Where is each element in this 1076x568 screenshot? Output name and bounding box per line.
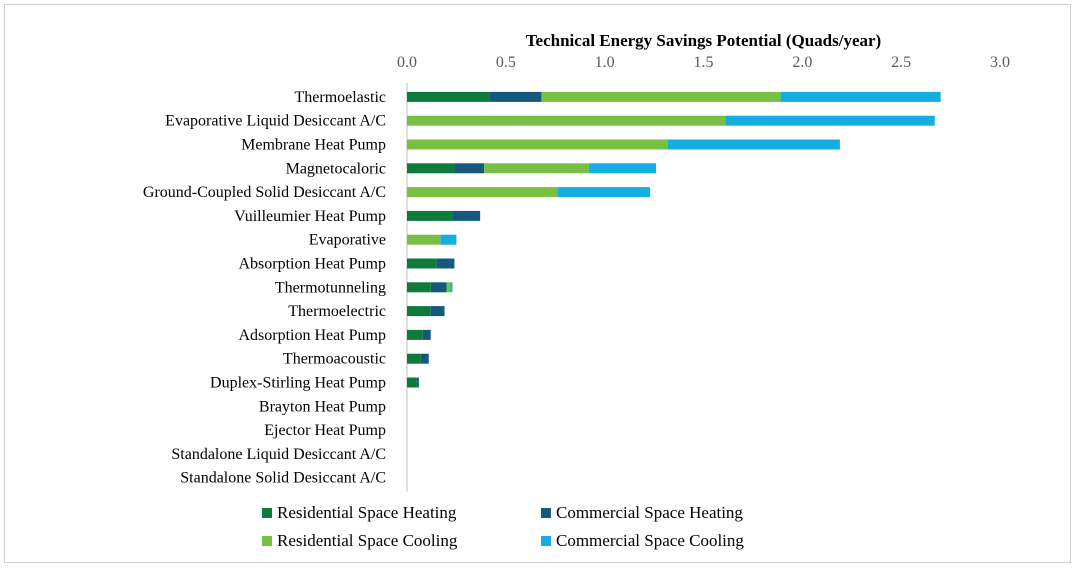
x-tick-label: 1.5 bbox=[694, 54, 714, 71]
legend-label: Commercial Space Heating bbox=[556, 503, 743, 522]
category-label: Thermoelastic bbox=[294, 89, 386, 106]
bar-segment bbox=[454, 163, 485, 174]
bar-segment bbox=[541, 91, 781, 102]
bar-segment bbox=[588, 163, 657, 174]
legend-item: Commercial Space Cooling bbox=[541, 531, 744, 550]
bar-segment bbox=[407, 329, 423, 340]
bar-segment bbox=[420, 353, 429, 364]
bar-segment bbox=[407, 258, 437, 269]
category-label: Thermoacoustic bbox=[283, 351, 386, 368]
bar-segment bbox=[490, 91, 542, 102]
bar-segment bbox=[446, 282, 451, 293]
bar-segment bbox=[452, 210, 481, 221]
bar-segment bbox=[484, 163, 589, 174]
category-label: Brayton Heat Pump bbox=[259, 398, 386, 415]
bar-segment bbox=[780, 91, 941, 102]
category-label: Membrane Heat Pump bbox=[241, 137, 386, 154]
bar-segment bbox=[407, 163, 455, 174]
bar-segment bbox=[557, 187, 651, 198]
bar-segment bbox=[407, 139, 668, 150]
legend-item: Commercial Space Heating bbox=[541, 503, 743, 522]
legend: Residential Space Heating Commercial Spac… bbox=[262, 503, 744, 550]
bar-segment bbox=[440, 234, 457, 245]
category-label: Ejector Heat Pump bbox=[264, 422, 386, 439]
legend-label: Commercial Space Cooling bbox=[556, 531, 744, 550]
category-label: Standalone Liquid Desiccant A/C bbox=[171, 446, 386, 463]
bar-segment bbox=[407, 353, 421, 364]
x-tick-label: 1.0 bbox=[595, 54, 615, 71]
category-label: Thermoelectric bbox=[288, 303, 386, 320]
x-tick-label: 0.0 bbox=[397, 54, 417, 71]
x-axis-ticks: 0.0 0.5 1.0 1.5 2.0 2.5 3.0 bbox=[397, 54, 1010, 71]
bar-segment bbox=[407, 306, 431, 317]
legend-label: Residential Space Heating bbox=[277, 503, 457, 522]
bar-segment bbox=[407, 91, 491, 102]
bar-segment bbox=[430, 282, 447, 293]
bar-segment bbox=[667, 139, 840, 150]
bar-segment bbox=[725, 115, 935, 126]
bar-segment bbox=[407, 187, 558, 198]
bar-segment bbox=[436, 258, 455, 269]
chart-svg: Technical Energy Savings Potential (Quad… bbox=[143, 31, 1010, 550]
bar-segment bbox=[407, 377, 417, 388]
category-label: Adsorption Heat Pump bbox=[238, 327, 386, 344]
x-tick-label: 0.5 bbox=[496, 54, 516, 71]
category-label: Duplex-Stirling Heat Pump bbox=[210, 375, 386, 392]
x-tick-label: 2.5 bbox=[891, 54, 911, 71]
legend-swatch bbox=[541, 508, 551, 518]
category-label: Evaporative bbox=[309, 232, 386, 249]
bar-segment bbox=[450, 282, 453, 293]
legend-label: Residential Space Cooling bbox=[277, 531, 458, 550]
bar-segment bbox=[422, 329, 431, 340]
bar-segment bbox=[416, 377, 419, 388]
category-label: Absorption Heat Pump bbox=[238, 256, 386, 273]
bar-segment bbox=[407, 282, 431, 293]
category-label: Ground-Coupled Solid Desiccant A/C bbox=[143, 184, 386, 201]
bars bbox=[407, 91, 941, 388]
legend-swatch bbox=[262, 536, 272, 546]
legend-item: Residential Space Cooling bbox=[262, 531, 458, 550]
chart-title: Technical Energy Savings Potential (Quad… bbox=[526, 31, 881, 50]
bar-segment bbox=[407, 210, 453, 221]
category-label: Standalone Solid Desiccant A/C bbox=[180, 470, 386, 487]
x-tick-label: 3.0 bbox=[990, 54, 1010, 71]
category-label: Magnetocaloric bbox=[286, 160, 386, 177]
bar-segment bbox=[430, 306, 445, 317]
category-label: Vuilleumier Heat Pump bbox=[234, 208, 386, 225]
bar-segment bbox=[407, 234, 441, 245]
category-labels: Thermoelastic Evaporative Liquid Desiccan… bbox=[143, 89, 386, 487]
x-tick-label: 2.0 bbox=[792, 54, 812, 71]
category-label: Thermotunneling bbox=[275, 279, 386, 296]
legend-swatch bbox=[262, 508, 272, 518]
bar-segment bbox=[407, 115, 726, 126]
category-label: Evaporative Liquid Desiccant A/C bbox=[165, 113, 386, 130]
chart-frame: Technical Energy Savings Potential (Quad… bbox=[4, 4, 1071, 563]
legend-swatch bbox=[541, 536, 551, 546]
legend-item: Residential Space Heating bbox=[262, 503, 457, 522]
